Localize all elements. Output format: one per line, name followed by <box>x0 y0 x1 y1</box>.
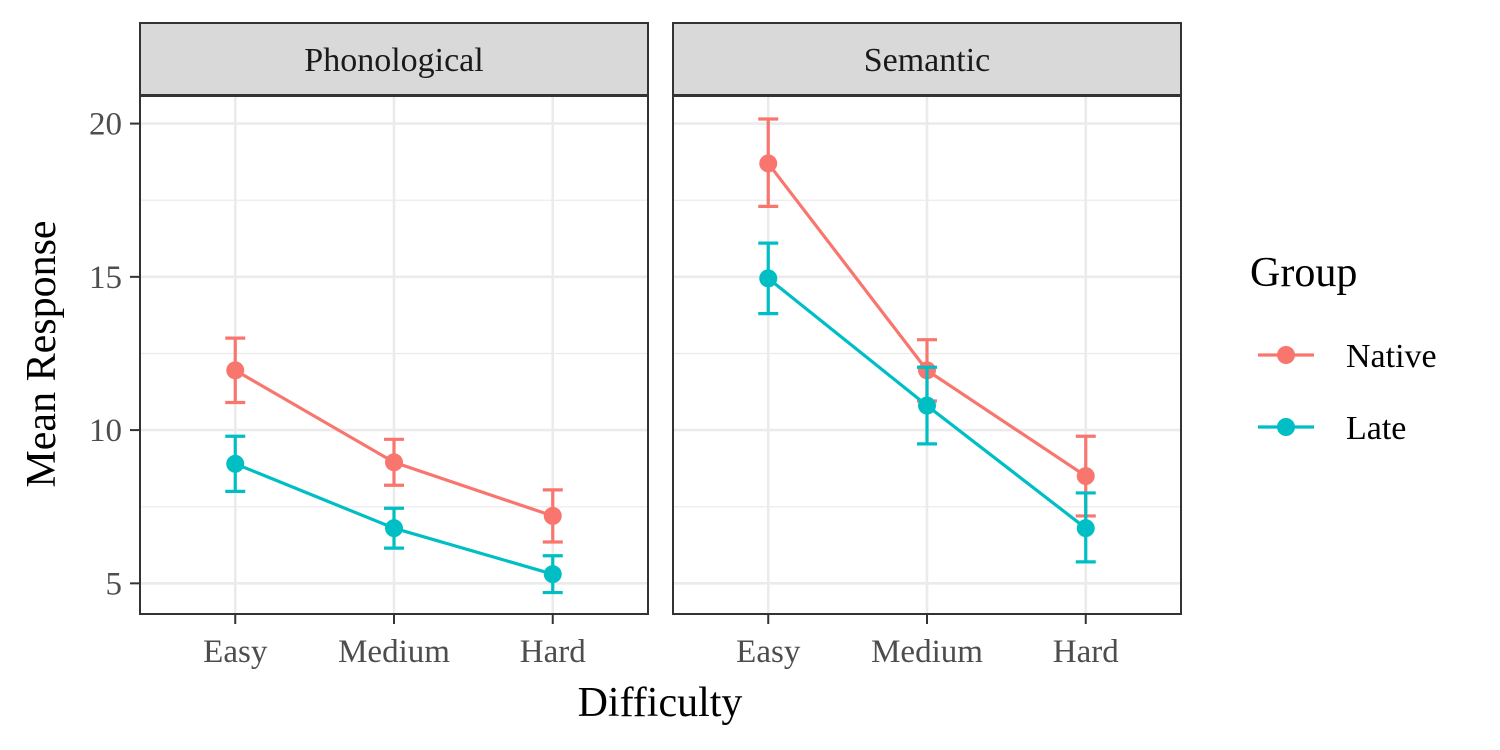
facet-phonological: Phonological Easy Medium Hard <box>139 22 649 670</box>
data-point <box>1076 467 1095 486</box>
data-point <box>543 506 562 525</box>
data-point <box>1076 519 1095 538</box>
y-tick-label: 10 <box>89 413 122 449</box>
facet-strip-label: Phonological <box>304 42 483 79</box>
data-point <box>226 361 245 380</box>
data-point <box>759 154 778 173</box>
legend-item-native: Native <box>1258 338 1437 375</box>
legend-key-point <box>1277 418 1295 436</box>
legend: Group Native Late <box>1250 250 1437 447</box>
series-late <box>225 434 563 595</box>
x-axis-title: Difficulty <box>578 680 743 726</box>
x-tick-label: Easy <box>736 634 801 670</box>
legend-label: Late <box>1346 410 1406 447</box>
data-point <box>385 519 403 538</box>
data-point <box>543 565 562 584</box>
legend-item-late: Late <box>1258 410 1406 447</box>
y-tick-label: 5 <box>106 566 123 602</box>
facet-strip-label: Semantic <box>864 42 991 79</box>
x-tick-label: Medium <box>338 634 450 670</box>
series-native <box>225 336 563 544</box>
facet-semantic: Semantic Easy Medium Hard <box>672 22 1182 670</box>
series-late <box>758 241 1096 564</box>
x-tick-label: Medium <box>871 634 983 670</box>
data-point <box>226 454 245 473</box>
facets: Phonological Easy Medium Hard Semantic Easy Me… <box>139 22 1182 670</box>
legend-key-point <box>1277 346 1295 364</box>
y-axis-title: Mean Response <box>19 220 65 487</box>
x-tick-label: Hard <box>1053 634 1119 670</box>
x-tick-label: Hard <box>520 634 586 670</box>
y-tick-label: 20 <box>89 107 122 143</box>
data-point <box>759 269 778 288</box>
data-point <box>918 396 936 415</box>
data-point <box>385 453 403 472</box>
x-tick-label: Easy <box>203 634 268 670</box>
y-tick-label: 15 <box>89 260 122 296</box>
facet-strip <box>139 22 649 96</box>
y-axis: 5 10 15 20 <box>89 107 140 602</box>
legend-title: Group <box>1250 250 1357 296</box>
facet-strip <box>672 22 1182 96</box>
legend-label: Native <box>1346 338 1437 375</box>
